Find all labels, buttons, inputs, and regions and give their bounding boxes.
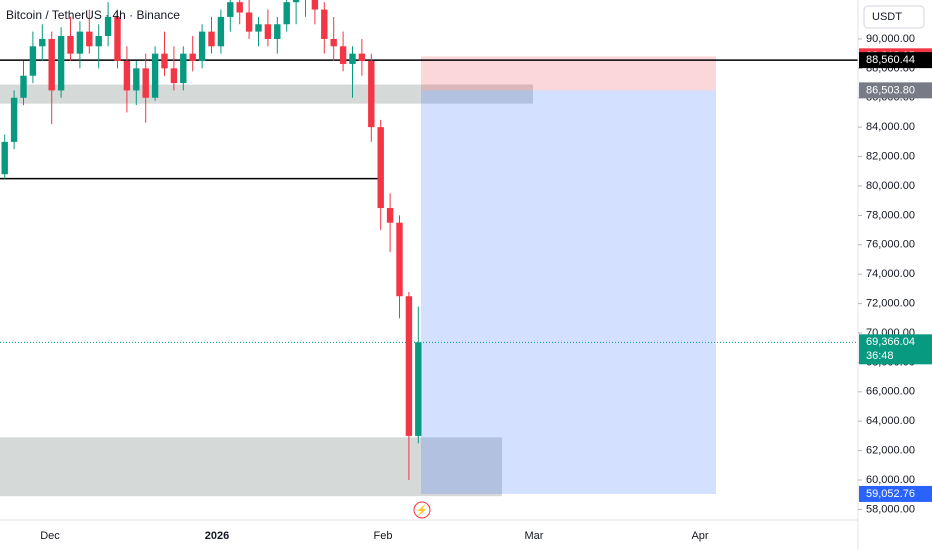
candle-body: [10, 97, 18, 142]
y-tick-label: 82,000.00: [866, 150, 915, 162]
candle-body: [142, 68, 149, 98]
candle-body: [48, 38, 55, 91]
target-label: 59,052.76: [866, 488, 915, 500]
candle-body: [170, 68, 178, 84]
candle-body: [396, 222, 403, 297]
candle-body: [29, 46, 37, 76]
plot-area: [0, 0, 858, 497]
currency: USDT: [872, 11, 902, 23]
candle-body: [386, 208, 394, 223]
last-price-label: 69,366.04: [866, 336, 915, 348]
candle-body: [133, 68, 140, 91]
candle-body: [217, 16, 225, 47]
candle-body: [57, 36, 65, 91]
entry-label-bg: [859, 82, 932, 99]
candle-body: [20, 75, 27, 98]
candle-body: [283, 2, 290, 25]
candle-body: [405, 296, 413, 436]
risk-zone: [421, 56, 716, 91]
chart-title: Bitcoin / TetherUS · 4h · Binance: [6, 8, 180, 22]
candle-body: [236, 2, 243, 13]
candle-body: [349, 53, 356, 64]
hline-label-bg: [859, 52, 932, 69]
last-price-label-bg: [859, 334, 932, 365]
y-tick-label: 78,000.00: [866, 209, 915, 221]
y-tick-label: 58,000.00: [866, 503, 915, 515]
y-tick-label: 84,000.00: [866, 121, 915, 133]
candle-body: [255, 24, 262, 32]
candle-body: [114, 16, 121, 62]
candle-body: [245, 12, 253, 32]
event-icon[interactable]: [413, 501, 431, 519]
hline-label: 88,560.44: [866, 54, 915, 66]
candle-body: [39, 38, 46, 47]
candle-body: [415, 342, 422, 436]
x-tick-label: 2026: [205, 530, 229, 542]
candle-body: [67, 36, 74, 54]
y-tick-label: 76,000.00: [866, 239, 915, 251]
x-tick-label: Mar: [525, 530, 544, 542]
candle-body: [1, 141, 8, 175]
candle-body: [86, 31, 93, 47]
y-tick-label: 90,000.00: [866, 33, 915, 45]
x-tick-label: Apr: [691, 530, 708, 542]
candle-body: [321, 9, 328, 39]
candle-body: [208, 31, 215, 47]
candle-body: [161, 53, 168, 69]
candle-body: [189, 53, 196, 62]
candle-body: [368, 61, 375, 128]
candle-body: [123, 61, 131, 91]
entry-label: 86,503.80: [866, 84, 915, 96]
y-tick-label: 80,000.00: [866, 180, 915, 192]
candle-body: [198, 31, 206, 62]
y-tick-label: 74,000.00: [866, 268, 915, 280]
target-label-bg: [859, 485, 932, 502]
candle-body: [151, 53, 159, 98]
candle-body: [358, 53, 366, 62]
candle-body: [95, 36, 102, 47]
countdown: 36:48: [866, 350, 894, 362]
zone: [0, 437, 502, 497]
y-tick-label: 64,000.00: [866, 415, 915, 427]
y-tick-label: 60,000.00: [866, 474, 915, 486]
y-tick-label: 72,000.00: [866, 297, 915, 309]
candle-body: [274, 24, 281, 39]
candle-body: [292, 0, 300, 3]
x-tick-label: Dec: [40, 530, 60, 542]
candle-body: [311, 0, 319, 10]
candle-body: [330, 38, 337, 47]
candle-body: [104, 16, 112, 37]
y-tick-label: 62,000.00: [866, 445, 915, 457]
candle-body: [377, 127, 384, 209]
candle-body: [264, 24, 272, 39]
candle-body: [180, 53, 187, 84]
candle-body: [227, 2, 234, 17]
candle-body: [339, 46, 347, 64]
candle-body: [76, 31, 84, 54]
x-tick-label: Feb: [374, 530, 393, 542]
reward-zone: [421, 90, 716, 494]
currency-button[interactable]: [863, 5, 925, 29]
y-tick-label: 66,000.00: [866, 386, 915, 398]
event-icon-glyph: ⚡: [416, 504, 428, 517]
